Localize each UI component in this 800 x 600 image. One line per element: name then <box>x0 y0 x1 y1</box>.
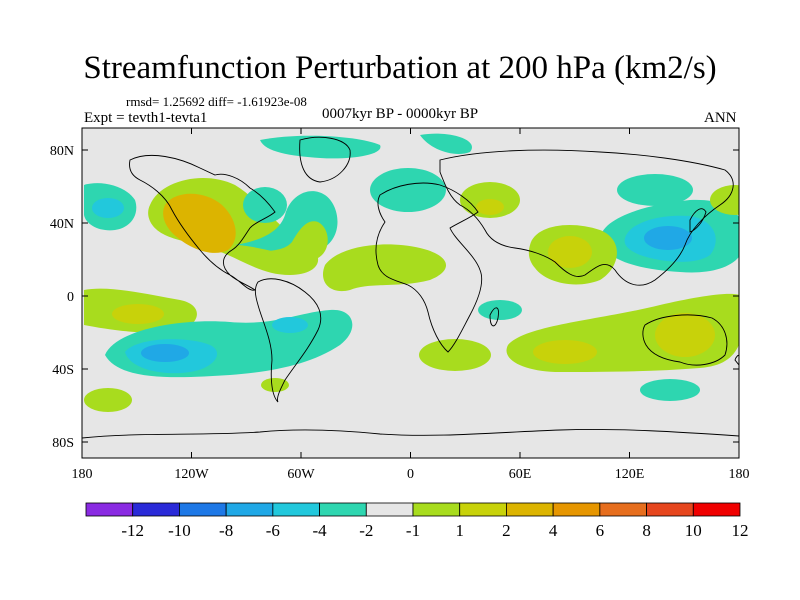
coast-new-zealand <box>734 354 739 366</box>
stats-text: rmsd= 1.25692 diff= -1.61923e-08 <box>126 94 307 109</box>
colorbar-swatch <box>552 502 601 517</box>
lon-label: 180 <box>72 467 93 482</box>
coast-antarctica <box>82 429 739 439</box>
colorbar-label: -12 <box>121 521 144 540</box>
colorbar-label: 4 <box>549 521 558 540</box>
colorbar-swatch <box>225 502 274 517</box>
colorbar-label: 8 <box>642 521 651 540</box>
contour-siberia <box>617 174 693 206</box>
coast-north-america <box>129 154 276 291</box>
coast-australia <box>642 314 728 366</box>
lon-label: 120W <box>174 467 209 482</box>
colorbar-label: 2 <box>502 521 511 540</box>
coast-madagascar <box>489 307 499 327</box>
contour-greenland <box>243 187 287 223</box>
colorbar-swatch <box>85 502 134 517</box>
coastlines <box>82 136 739 439</box>
colorbar-label: 6 <box>596 521 605 540</box>
contour-central-asia-core <box>476 199 504 215</box>
season-label: ANN <box>704 110 737 126</box>
colorbar-swatch <box>412 502 461 517</box>
contour-drake <box>261 378 289 392</box>
colorbar-label: -4 <box>312 521 327 540</box>
colorbar-label: 1 <box>455 521 464 540</box>
colorbar-label: -10 <box>168 521 191 540</box>
contour-nw-pacific <box>710 185 739 215</box>
contour-ne-pacific-core <box>92 198 124 218</box>
lon-label: 120E <box>615 467 645 482</box>
period-label: 0007kyr BP - 0000kyr BP <box>321 106 479 122</box>
lat-label: 0 <box>67 290 74 305</box>
coast-europe-africa <box>375 182 483 353</box>
colorbar-label: -6 <box>266 521 280 540</box>
contour-madagascar <box>478 300 522 320</box>
colorbar-swatch <box>365 502 414 517</box>
contour-s-atlantic <box>419 339 491 371</box>
axis-ticks <box>81 128 740 458</box>
contour-southern-ocean <box>640 379 700 401</box>
lon-label: 60W <box>287 467 315 482</box>
contour-sw-pacific <box>84 388 132 412</box>
contour-atlantic-band-2 <box>262 221 328 262</box>
contour-sa-low <box>272 317 308 333</box>
colorbar-label: -1 <box>406 521 420 540</box>
colorbar: -12 -10 -8 -6 -4 -2 -1 1 2 4 6 8 10 12 <box>85 502 749 540</box>
colorbar-swatch <box>692 502 741 517</box>
coast-south-america <box>254 278 322 403</box>
plot-title: Streamfunction Perturbation at 200 hPa (… <box>83 50 717 86</box>
lat-label: 80N <box>50 144 74 159</box>
colorbar-swatch <box>599 502 647 517</box>
contour-trop-atlantic <box>322 244 447 292</box>
contour-south-pacific-core <box>141 344 189 362</box>
colorbar-swatch <box>179 502 227 517</box>
lon-label: 180 <box>729 467 750 482</box>
lat-label: 80S <box>52 436 74 451</box>
contour-australia-core-2 <box>655 313 715 357</box>
contour-south-asia-core <box>548 236 592 268</box>
colorbar-swatch <box>132 502 180 517</box>
lat-label: 40S <box>52 363 74 378</box>
contour-na-ridge-inner <box>163 193 236 253</box>
coast-asia <box>439 149 734 286</box>
colorbar-label: 10 <box>685 521 702 540</box>
colorbar-swatch <box>319 502 367 517</box>
contour-australia-core-1 <box>533 340 597 364</box>
lat-label: 40N <box>50 217 74 232</box>
colorbar-swatch <box>506 502 554 517</box>
colorbar-swatch <box>459 502 507 517</box>
colorbar-swatch <box>646 502 694 517</box>
contour-east-asia-core <box>644 226 692 250</box>
colorbar-label: -2 <box>359 521 373 540</box>
coast-japan <box>689 208 707 233</box>
contour-field <box>82 128 739 458</box>
colorbar-label: -8 <box>219 521 233 540</box>
colorbar-label: 12 <box>732 521 749 540</box>
lon-label: 60E <box>509 467 532 482</box>
contour-eq-pacific-core <box>112 304 164 324</box>
contour-europe <box>370 168 446 212</box>
experiment-label: Expt = tevth1-tevta1 <box>84 110 208 126</box>
contour-arctic-2 <box>420 133 472 155</box>
colorbar-swatch <box>272 502 320 517</box>
coast-greenland <box>299 136 351 183</box>
lon-label: 0 <box>407 467 414 482</box>
